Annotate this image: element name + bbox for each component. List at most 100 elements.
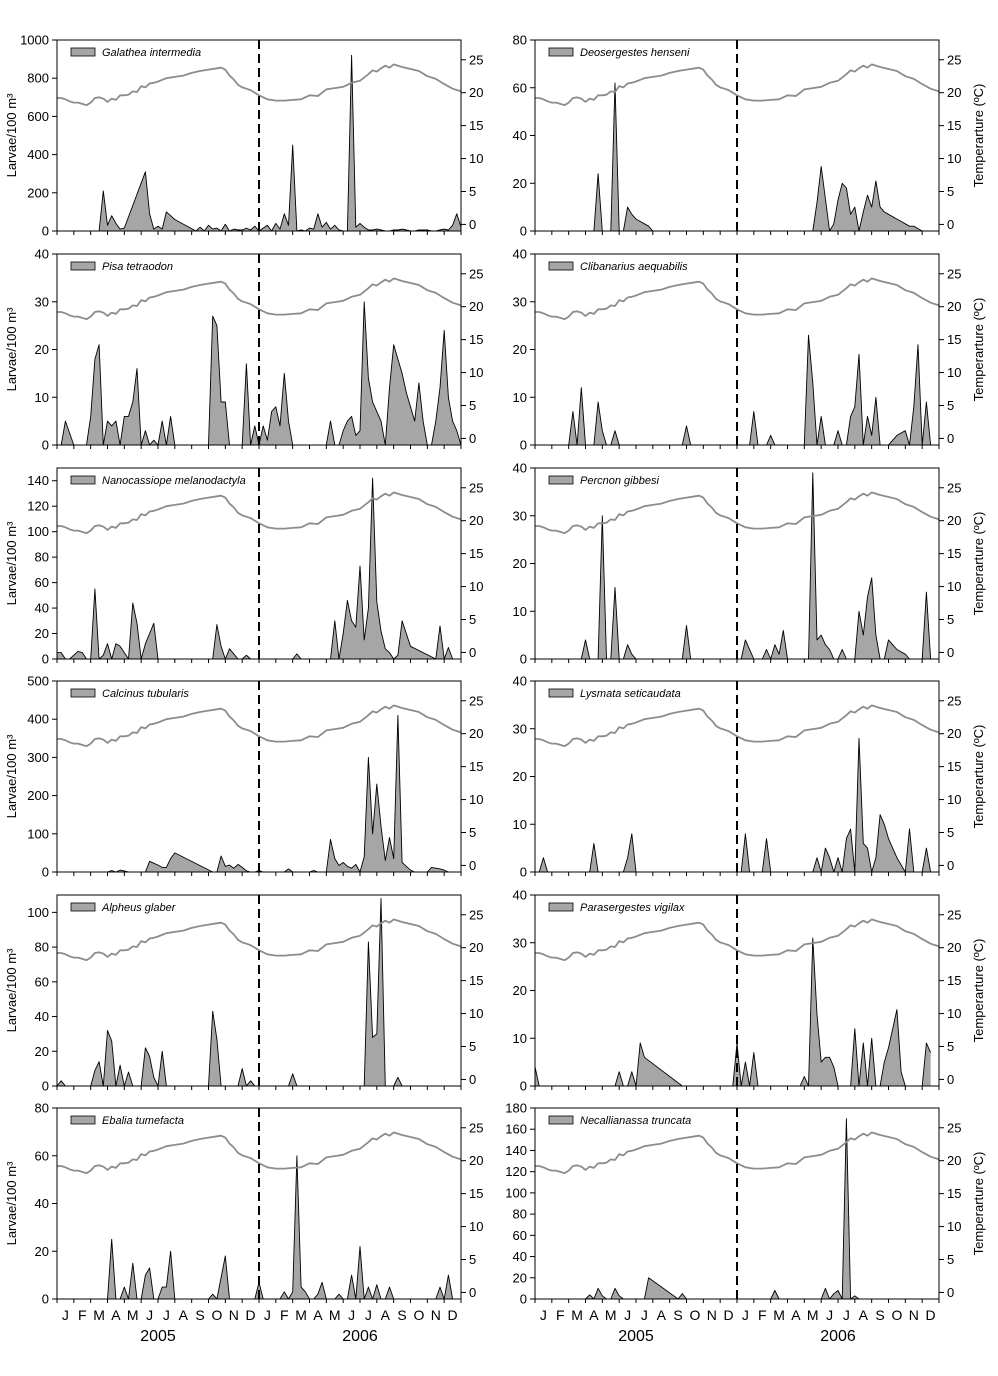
temperature-line [535,277,940,321]
month-label: O [413,1307,424,1323]
year-label: 2005 [140,1328,176,1345]
y-axis-label: Larvae/100 m³ [4,734,19,818]
month-label: A [791,1307,801,1323]
y2-tick-label: 5 [469,612,476,627]
y-tick-label: 500 [27,674,49,689]
y-tick-label: 0 [42,865,49,880]
y2-tick-label: 5 [947,184,954,199]
legend-swatch [70,261,96,271]
y-tick-label: 20 [35,342,49,357]
legend-label: Deosergestes henseni [580,47,690,59]
month-label: F [78,1307,87,1323]
legend-swatch [548,261,574,271]
temperature-line [535,1131,940,1175]
legend-swatch [548,47,574,57]
y-tick-label: 60 [35,575,49,590]
y-tick-label: 400 [27,147,49,162]
month-label: M [93,1307,105,1323]
y-tick-label: 200 [27,185,49,200]
y2-tick-label: 10 [947,792,961,807]
month-label: J [163,1307,170,1323]
larvae-area [57,715,453,872]
temperature-line [57,918,462,962]
y-tick-label: 60 [513,80,527,95]
y2-tick-label: 15 [469,973,483,988]
month-label: J [742,1307,749,1323]
y-tick-label: 0 [42,652,49,667]
y-tick-label: 20 [513,1270,527,1285]
y-tick-label: 300 [27,750,49,765]
month-label: D [246,1307,256,1323]
y2-tick-label: 5 [469,1252,476,1267]
month-label: D [724,1307,734,1323]
y-tick-label: 40 [513,1249,527,1264]
y2-tick-label: 10 [469,1006,483,1021]
year-label: 2005 [618,1328,654,1345]
y-tick-label: 40 [513,247,527,262]
y-tick-label: 30 [513,935,527,950]
month-label: F [280,1307,289,1323]
y2-tick-label: 20 [469,726,483,741]
panel: 0 200 400 600 800 1000 0 5 10 15 20 25 Galathea inte… [4,33,483,239]
month-label: O [211,1307,222,1323]
y-tick-label: 100 [505,1185,527,1200]
y-tick-label: 20 [513,342,527,357]
larvae-area [535,1118,864,1299]
y2-tick-label: 25 [469,266,483,281]
panel: 0 20 40 60 80 100 0 5 10 15 20 25 Alpheus glaber Larv… [4,894,483,1094]
y2-tick-label: 25 [469,52,483,67]
month-label: A [179,1307,189,1323]
larvae-line [535,737,932,873]
legend-swatch [70,475,96,485]
y2-tick-label: 25 [947,693,961,708]
y-tick-label: 160 [505,1122,527,1137]
month-label: J [62,1307,69,1323]
panel: 0 20 40 60 80 100 120 140 160 180 0 5 10 15 20 25 Necall… [505,1101,986,1346]
larvae-line [57,714,453,873]
larvae-line [535,82,923,232]
month-label: J [348,1307,355,1323]
legend-label: Calcinus tubularis [102,688,189,700]
y-tick-label: 0 [42,224,49,239]
y-axis-label: Larvae/100 m³ [4,307,19,391]
y-tick-label: 600 [27,109,49,124]
y2-tick-label: 15 [469,118,483,133]
month-label: S [875,1307,884,1323]
y-tick-label: 120 [27,499,49,514]
y2-tick-label: 25 [947,266,961,281]
y2-tick-label: 5 [469,1039,476,1054]
y-tick-label: 120 [505,1164,527,1179]
y-tick-label: 60 [513,1228,527,1243]
legend-label: Galathea intermedia [102,47,201,59]
legend-label: Ebalia tumefacta [102,1115,184,1127]
legend-label: Clibanarius aequabilis [580,261,688,273]
y2-tick-label: 15 [947,546,961,561]
month-label: J [365,1307,372,1323]
temperature-line [57,1131,462,1175]
y2-tick-label: 20 [947,726,961,741]
y-tick-label: 10 [35,390,49,405]
month-label: M [295,1307,307,1323]
y2-tick-label: 25 [947,480,961,495]
y2-tick-label: 0 [469,858,476,873]
y-tick-label: 40 [35,601,49,616]
legend-swatch [548,902,574,912]
month-label: M [605,1307,617,1323]
y-tick-label: 0 [520,438,527,453]
y-tick-label: 30 [513,721,527,736]
y-tick-label: 30 [513,294,527,309]
legend-label: Pisa tetraodon [102,261,173,273]
y2-tick-label: 5 [469,398,476,413]
y2-tick-label: 10 [947,579,961,594]
y2-tick-label: 25 [469,693,483,708]
y-tick-label: 80 [35,940,49,955]
y2-tick-label: 0 [947,217,954,232]
month-label: N [707,1307,717,1323]
y2-tick-label: 15 [469,332,483,347]
y2-tick-label: 5 [469,184,476,199]
y-tick-label: 20 [513,556,527,571]
y-tick-label: 180 [505,1101,527,1116]
y2-tick-label: 15 [469,759,483,774]
y-tick-label: 80 [35,550,49,565]
y2-tick-label: 0 [469,645,476,660]
